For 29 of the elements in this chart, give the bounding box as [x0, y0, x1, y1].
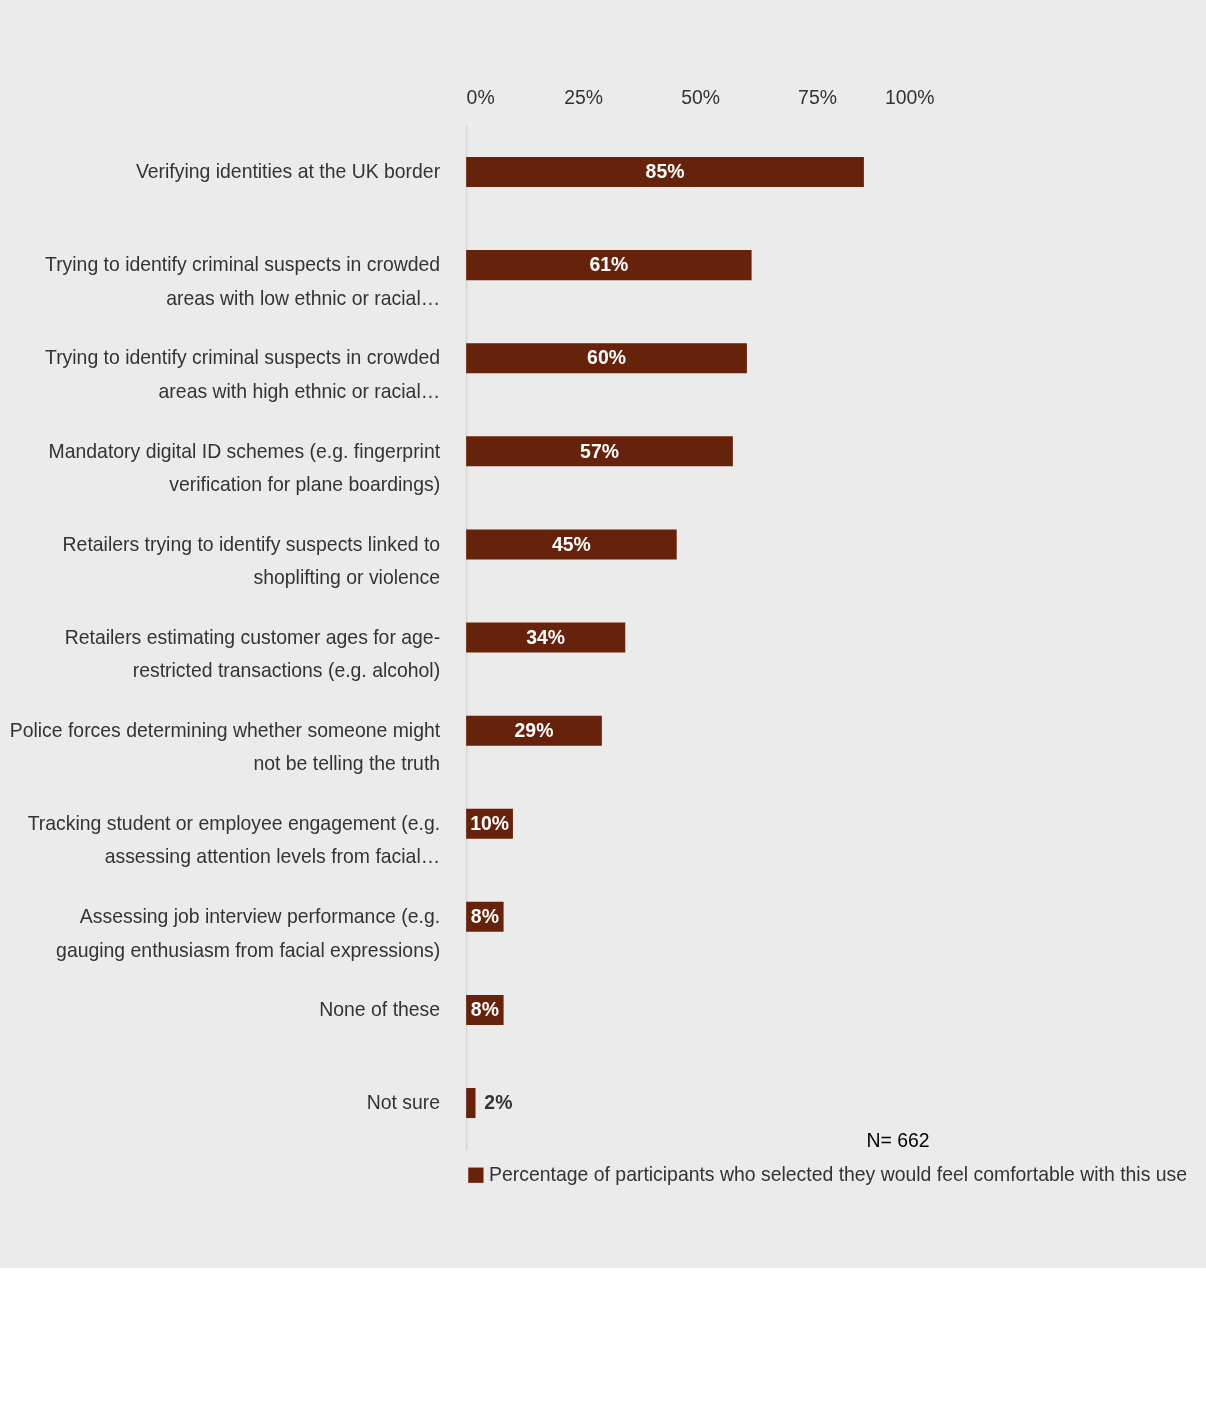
data-label: 61% — [589, 253, 629, 276]
y-tick-label: Retailers estimating customer ages for age-restricted transactions (e.g. alcohol) — [64, 625, 441, 682]
data-label: 57% — [580, 439, 619, 462]
data-label: 8% — [470, 905, 499, 928]
data-label: 10% — [470, 811, 509, 834]
annotation: N= 662 — [866, 1128, 930, 1151]
y-tick-label: None of these — [319, 998, 441, 1021]
data-label: 60% — [587, 346, 626, 369]
x-tick-label: 50% — [681, 85, 720, 108]
data-label: 29% — [514, 718, 554, 741]
y-tick-label: Trying to identify criminal suspects in crowded areas with low ethnic or racial… — [45, 253, 441, 309]
data-label: 34% — [526, 625, 566, 648]
data-label: 2% — [484, 1091, 513, 1114]
y-tick-label: Police forces determining whether someone might not be telling the truth — [9, 718, 441, 775]
y-tick-label: Mandatory digital ID schemes (e.g. fingerprint verification for plane boardings) — [48, 439, 441, 496]
data-label: 85% — [645, 160, 685, 183]
x-tick-label: 25% — [564, 85, 603, 108]
y-tick-label: Not sure — [366, 1091, 441, 1114]
y-tick-label: Trying to identify criminal suspects in crowded areas with high ethnic or racial… — [45, 346, 441, 402]
y-tick-label: Retailers trying to identify suspects linked to shoplifting or violence — [62, 532, 441, 589]
x-tick-label: 100% — [884, 85, 935, 108]
y-tick-label: Verifying identities at the UK border — [135, 160, 441, 183]
x-tick-label: 75% — [798, 85, 837, 108]
data-label: 45% — [552, 532, 591, 555]
legend-label: Percentage of participants who selected they would feel comfortable with this use — [489, 1163, 1188, 1186]
y-tick-label: Tracking student or employee engagement (e.g. assessing attention levels from facial… — [27, 811, 441, 868]
x-tick-label: 0% — [466, 85, 495, 108]
data-label: 8% — [470, 998, 499, 1021]
y-tick-label: Assessing job interview performance (e.g. gauging enthusiasm from facial expressions) — [56, 905, 441, 961]
